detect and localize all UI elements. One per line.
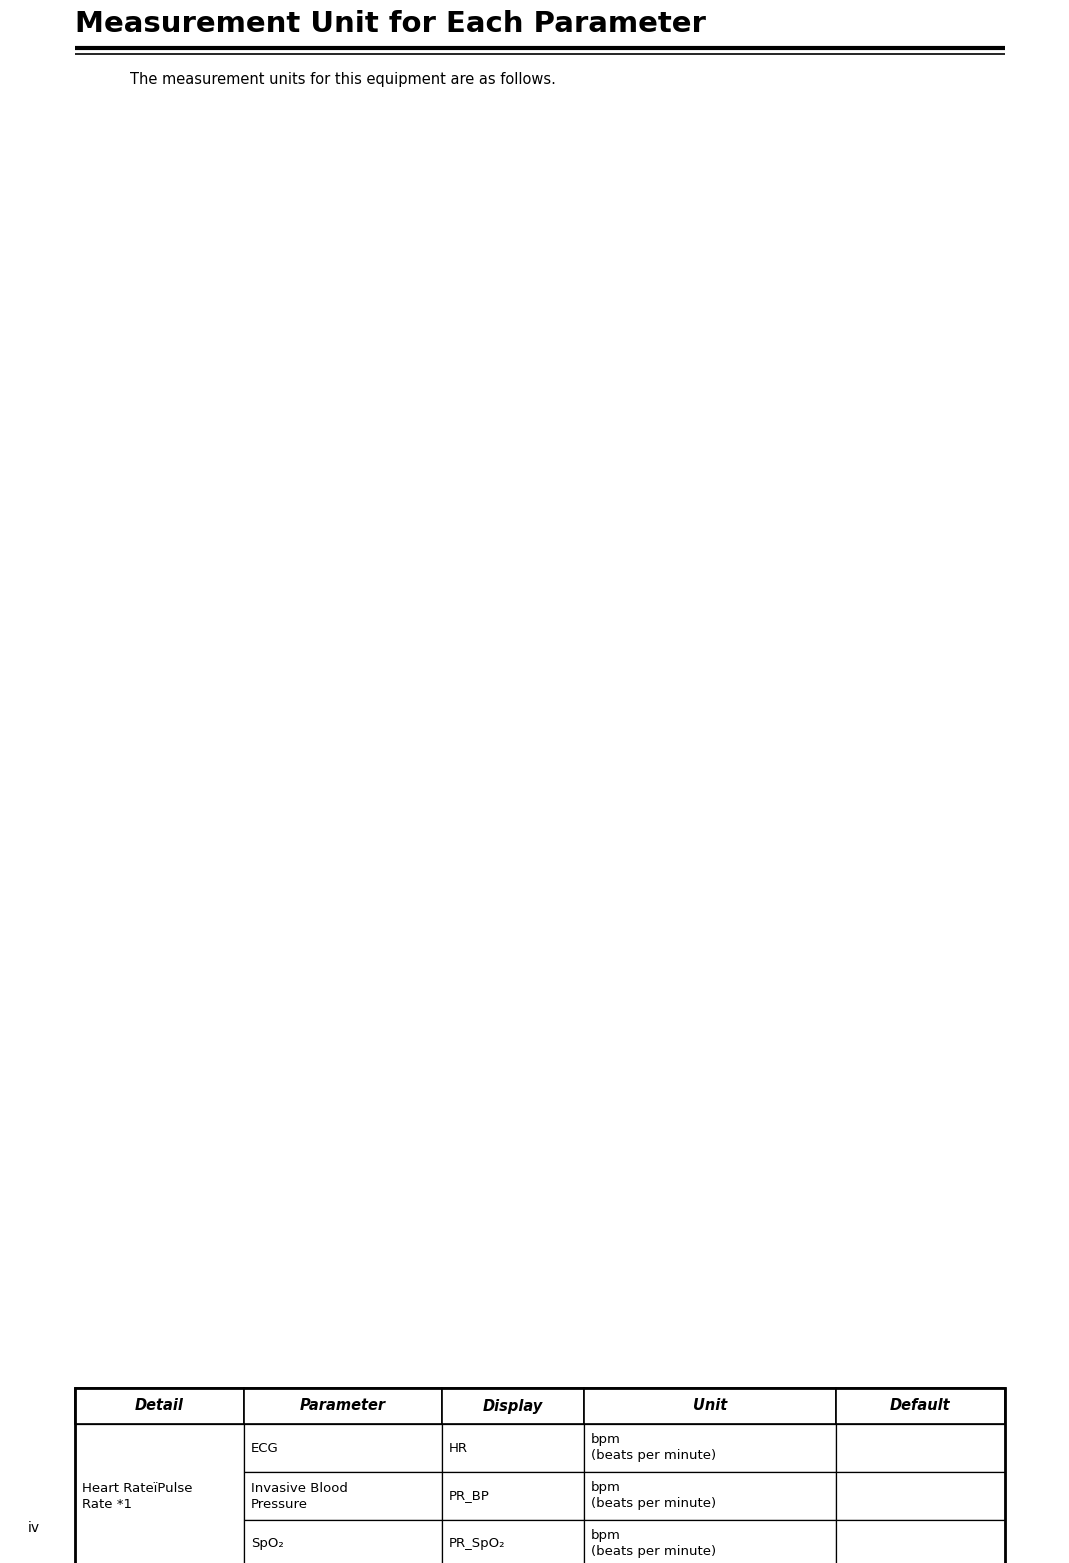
Bar — [584, 1424, 836, 1472]
Bar — [441, 1472, 584, 1519]
Text: Display: Display — [483, 1399, 543, 1413]
Bar — [836, 1519, 1005, 1563]
Text: Measurement Unit for Each Parameter: Measurement Unit for Each Parameter — [75, 9, 706, 38]
Text: PR_BP: PR_BP — [449, 1490, 490, 1502]
Text: Unit: Unit — [693, 1399, 727, 1413]
Text: Detail: Detail — [135, 1399, 184, 1413]
Text: Invasive Blood
Pressure: Invasive Blood Pressure — [251, 1482, 347, 1510]
Bar — [836, 1472, 1005, 1519]
Text: bpm
(beats per minute): bpm (beats per minute) — [591, 1433, 716, 1463]
Bar — [584, 1519, 836, 1563]
Bar — [584, 1388, 836, 1424]
Bar — [75, 1388, 1005, 1563]
Text: iv: iv — [28, 1521, 41, 1535]
Text: HR: HR — [449, 1441, 468, 1455]
Text: bpm
(beats per minute): bpm (beats per minute) — [591, 1530, 716, 1558]
Text: bpm
(beats per minute): bpm (beats per minute) — [591, 1482, 716, 1510]
Bar — [441, 1424, 584, 1472]
Bar — [441, 1388, 584, 1424]
Bar — [836, 1388, 1005, 1424]
Bar — [244, 1472, 441, 1519]
Text: ECG: ECG — [251, 1441, 279, 1455]
Text: SpO₂: SpO₂ — [251, 1538, 283, 1550]
Bar — [244, 1424, 441, 1472]
Text: Parameter: Parameter — [300, 1399, 386, 1413]
Bar — [75, 1388, 244, 1424]
Bar — [75, 1424, 244, 1563]
Bar — [244, 1388, 441, 1424]
Bar — [584, 1472, 836, 1519]
Text: The measurement units for this equipment are as follows.: The measurement units for this equipment… — [130, 72, 556, 88]
Bar — [441, 1519, 584, 1563]
Bar — [836, 1424, 1005, 1472]
Text: Heart RateïPulse
Rate *1: Heart RateïPulse Rate *1 — [82, 1482, 192, 1510]
Text: PR_SpO₂: PR_SpO₂ — [449, 1538, 506, 1550]
Text: Default: Default — [890, 1399, 950, 1413]
Bar — [244, 1519, 441, 1563]
